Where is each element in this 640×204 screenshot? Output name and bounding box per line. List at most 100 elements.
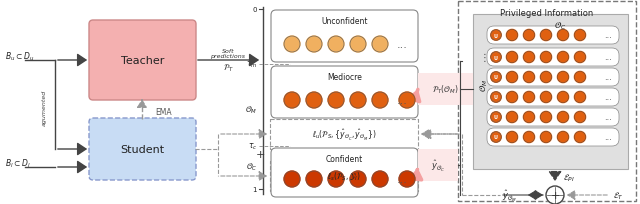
- FancyBboxPatch shape: [89, 21, 196, 101]
- Circle shape: [506, 112, 518, 123]
- Circle shape: [306, 171, 322, 187]
- Circle shape: [491, 132, 501, 143]
- Circle shape: [306, 93, 322, 109]
- Bar: [270, 161, 418, 191]
- Text: Student: Student: [120, 144, 164, 154]
- Text: +: +: [550, 190, 560, 200]
- Text: $B_l \subset D_l$: $B_l \subset D_l$: [5, 157, 31, 169]
- Circle shape: [350, 37, 366, 53]
- Circle shape: [546, 186, 564, 204]
- Circle shape: [557, 92, 568, 103]
- Text: ...: ...: [604, 93, 612, 102]
- Text: $\mathcal{P}_T(\mathcal{O}_M)$: $\mathcal{P}_T(\mathcal{O}_M)$: [432, 83, 459, 96]
- Text: U: U: [494, 55, 498, 60]
- Circle shape: [557, 132, 568, 143]
- Circle shape: [350, 93, 366, 109]
- Circle shape: [506, 72, 518, 83]
- Text: $\mathcal{O}_M$: $\mathcal{O}_M$: [244, 104, 257, 115]
- FancyBboxPatch shape: [487, 27, 619, 45]
- FancyBboxPatch shape: [487, 49, 619, 67]
- Circle shape: [350, 171, 366, 187]
- Text: $\mathcal{E}_{PI}$: $\mathcal{E}_{PI}$: [563, 171, 575, 183]
- Circle shape: [540, 52, 552, 63]
- Circle shape: [372, 93, 388, 109]
- Text: $\mathcal{O}_M$: $\mathcal{O}_M$: [478, 78, 490, 91]
- Text: ...: ...: [604, 31, 612, 40]
- Circle shape: [557, 30, 568, 41]
- Text: $B_u \subset D_u$: $B_u \subset D_u$: [5, 51, 35, 63]
- Circle shape: [491, 31, 501, 41]
- Text: Teacher: Teacher: [121, 56, 164, 66]
- Circle shape: [491, 92, 501, 103]
- Circle shape: [575, 92, 586, 103]
- Bar: [418, 149, 458, 181]
- FancyBboxPatch shape: [271, 67, 418, 118]
- Circle shape: [557, 112, 568, 123]
- Circle shape: [506, 132, 518, 143]
- Circle shape: [575, 72, 586, 83]
- Circle shape: [557, 72, 568, 83]
- Bar: [473, 15, 628, 169]
- Circle shape: [328, 37, 344, 53]
- FancyBboxPatch shape: [89, 118, 196, 180]
- Circle shape: [372, 171, 388, 187]
- Text: ...: ...: [397, 40, 408, 50]
- Circle shape: [399, 93, 415, 109]
- Circle shape: [524, 72, 534, 83]
- FancyBboxPatch shape: [271, 11, 418, 63]
- Circle shape: [506, 30, 518, 41]
- Text: $\tau_c$: $\tau_c$: [248, 141, 257, 152]
- Circle shape: [540, 92, 552, 103]
- Bar: [270, 119, 418, 149]
- Text: U: U: [494, 33, 498, 38]
- Text: Privileged Information: Privileged Information: [500, 9, 594, 18]
- Circle shape: [491, 112, 501, 123]
- Text: Confident: Confident: [326, 155, 363, 164]
- Circle shape: [284, 37, 300, 53]
- Text: ...: ...: [604, 133, 612, 142]
- Text: Unconfident: Unconfident: [321, 17, 368, 26]
- Text: +: +: [255, 149, 265, 159]
- Circle shape: [557, 52, 568, 63]
- Text: Soft
predictions: Soft predictions: [211, 48, 246, 59]
- Circle shape: [524, 92, 534, 103]
- Text: ...: ...: [604, 53, 612, 62]
- FancyBboxPatch shape: [487, 128, 619, 146]
- Text: $\mathcal{O}_C$: $\mathcal{O}_C$: [246, 161, 257, 172]
- Text: agumented: agumented: [42, 89, 47, 125]
- FancyBboxPatch shape: [487, 89, 619, 106]
- Text: ...: ...: [397, 95, 408, 105]
- Text: U: U: [494, 95, 498, 100]
- Text: U: U: [494, 115, 498, 120]
- Circle shape: [524, 112, 534, 123]
- Circle shape: [328, 93, 344, 109]
- Circle shape: [575, 112, 586, 123]
- Circle shape: [575, 52, 586, 63]
- Circle shape: [491, 72, 501, 83]
- Text: 0: 0: [253, 7, 257, 13]
- Circle shape: [284, 171, 300, 187]
- Text: U: U: [494, 135, 498, 140]
- Circle shape: [524, 132, 534, 143]
- Circle shape: [372, 37, 388, 53]
- Circle shape: [506, 52, 518, 63]
- Text: $\mathcal{E}_T$: $\mathcal{E}_T$: [612, 189, 623, 201]
- Text: U: U: [494, 75, 498, 80]
- Circle shape: [399, 171, 415, 187]
- Text: EMA: EMA: [155, 108, 172, 117]
- Text: $\ell_s(\mathcal{P}_S, \mathcal{Y}_l)$: $\ell_s(\mathcal{P}_S, \mathcal{Y}_l)$: [327, 170, 361, 182]
- FancyBboxPatch shape: [487, 69, 619, 86]
- Circle shape: [306, 37, 322, 53]
- Text: ...: ...: [604, 73, 612, 82]
- Text: ...: ...: [604, 113, 612, 122]
- Text: $\hat{y}_{\mathcal{O}_C}$: $\hat{y}_{\mathcal{O}_C}$: [431, 158, 445, 173]
- Circle shape: [540, 112, 552, 123]
- Text: $\tau_m$: $\tau_m$: [246, 59, 257, 70]
- FancyBboxPatch shape: [487, 109, 619, 126]
- Text: $\hat{y}_{\mathcal{O}_M}$: $\hat{y}_{\mathcal{O}_M}$: [502, 187, 518, 203]
- Circle shape: [540, 132, 552, 143]
- Circle shape: [328, 171, 344, 187]
- Circle shape: [540, 72, 552, 83]
- Text: $\ell_u(\mathcal{P}_S, \{\hat{y}_{\mathcal{O}_C}, \hat{y}_{\mathcal{O}_M}\})$: $\ell_u(\mathcal{P}_S, \{\hat{y}_{\mathc…: [312, 127, 376, 142]
- Circle shape: [575, 132, 586, 143]
